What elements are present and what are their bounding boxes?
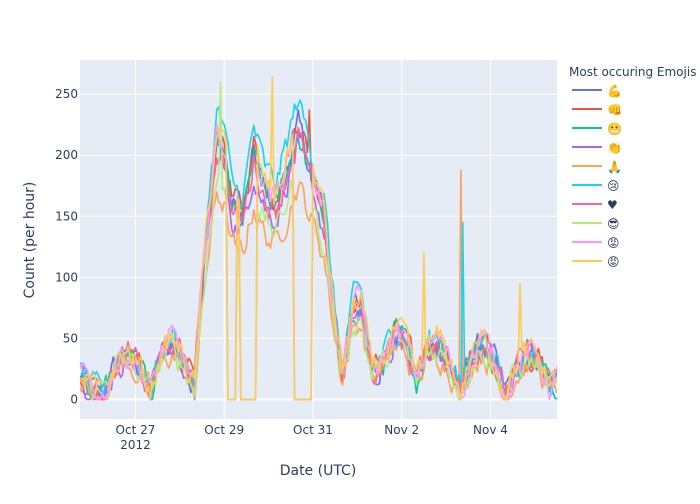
- series-line: [80, 81, 557, 401]
- legend-title: Most occuring Emojis: [569, 65, 696, 79]
- legend: 💪 👊 😬 👏 🙏 😢 ♥ 😎 😡 😡: [572, 84, 622, 269]
- y-tick-label: 50: [63, 331, 78, 345]
- legend-entry: 😡: [607, 255, 620, 269]
- y-axis-ticks: 0 50 100 150 200 250: [55, 87, 78, 406]
- legend-entry: 💪: [607, 84, 622, 98]
- legend-entry: 👏: [607, 141, 622, 155]
- legend-entry: 😢: [607, 179, 620, 193]
- y-axis-label: Count (per hour): [22, 182, 38, 299]
- x-tick-label: Oct 31: [293, 423, 333, 437]
- legend-entry: 😬: [607, 122, 622, 136]
- legend-entry: 👊: [607, 103, 622, 117]
- x-tick-label: Nov 2: [384, 423, 419, 437]
- x-axis-label: Date (UTC): [280, 463, 357, 479]
- x-tick-label: Oct 29: [204, 423, 244, 437]
- series-line: [80, 76, 557, 401]
- legend-entry: 🙏: [607, 160, 622, 174]
- legend-entry: ♥: [607, 198, 618, 212]
- legend-entry: 😎: [607, 217, 620, 231]
- series-lines: [80, 76, 557, 401]
- plot-area: [80, 76, 557, 401]
- legend-entry: 😡: [607, 236, 620, 250]
- y-tick-label: 250: [55, 87, 78, 101]
- x-tick-label: Nov 4: [473, 423, 508, 437]
- y-tick-label: 0: [70, 392, 78, 406]
- y-tick-label: 150: [55, 209, 78, 223]
- y-tick-label: 100: [55, 270, 78, 284]
- y-tick-label: 200: [55, 148, 78, 162]
- x-tick-label: Oct 27: [116, 423, 156, 437]
- x-tick-sublabel: 2012: [120, 438, 151, 452]
